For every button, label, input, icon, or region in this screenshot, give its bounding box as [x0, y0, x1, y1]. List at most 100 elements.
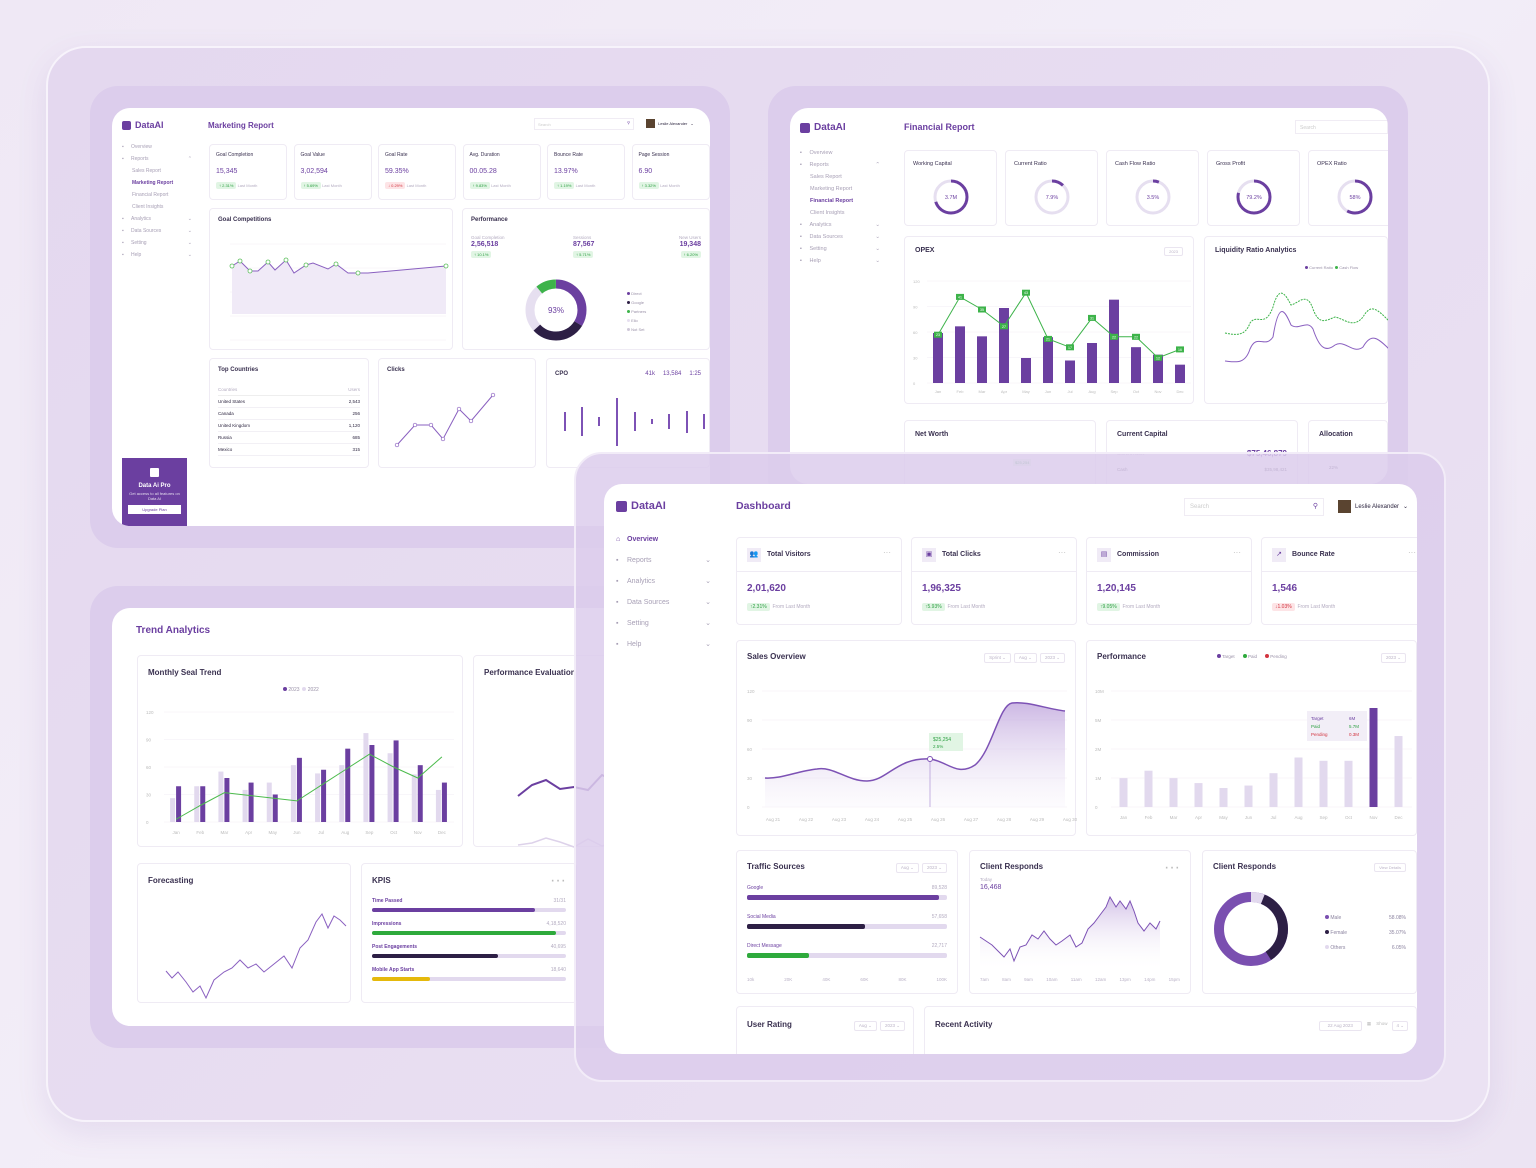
more-icon[interactable]: ···: [1408, 548, 1416, 557]
dashboard-window: DataAI ⌂ Overview ▪ Reports ⌄ ▪ Analytics ⌄ ▪ Dat…: [604, 484, 1417, 1054]
year-select[interactable]: 2023: [1164, 247, 1183, 256]
view-details-button[interactable]: View Details: [1374, 863, 1406, 872]
sidebar-item-setting[interactable]: ▪ Setting ⌄: [122, 240, 192, 246]
sidebar-item-reports[interactable]: ▪ Reports ⌄: [616, 556, 711, 565]
ring-kpi-card: OPEX Ratio 58%: [1308, 150, 1388, 226]
month-select[interactable]: Aug ⌄: [895, 863, 919, 873]
svg-text:Mar: Mar: [221, 830, 229, 835]
user-menu[interactable]: Leslie Alexander ⌄: [1338, 500, 1408, 513]
sidebar-item-data-sources[interactable]: ▪ Data Sources ⌄: [800, 234, 880, 240]
chevron-icon: ⌄: [875, 258, 880, 264]
user-menu[interactable]: Leslie Alexander ⌄: [646, 119, 694, 128]
ring-kpi-card: Gross Profit 79.2%: [1207, 150, 1300, 226]
sidebar-item-help[interactable]: ▪ Help ⌄: [616, 640, 711, 649]
sidebar-item-label: Help: [131, 252, 142, 258]
sidebar-item-label: Data Sources: [809, 234, 843, 240]
svg-text:Aug 27: Aug 27: [964, 817, 979, 822]
menu-icon: ▪: [800, 258, 802, 264]
performance-stat: New Users 19,348 ↑ 6.20%: [678, 235, 701, 258]
sidebar-item-financial-report[interactable]: Financial Report: [122, 192, 192, 198]
card-title: Goal Competitions: [218, 217, 272, 223]
recent-controls: 22 Aug 2023 ▦ Show 4 ⌄: [1318, 1021, 1408, 1031]
year-select[interactable]: 2023 ⌄: [879, 1021, 905, 1031]
sidebar-item-help[interactable]: ▪ Help ⌄: [800, 258, 880, 264]
svg-text:21: 21: [1046, 337, 1050, 341]
date-picker[interactable]: 22 Aug 2023: [1318, 1021, 1362, 1031]
chevron-icon: ⌃: [875, 162, 880, 168]
month-select[interactable]: Aug ⌄: [853, 1021, 877, 1031]
stat-change: ↑2.31% From Last Month: [747, 603, 810, 611]
legend-item: Male 58.08%: [1325, 911, 1406, 926]
sidebar-item-sales-report[interactable]: Sales Report: [800, 174, 880, 180]
sidebar-item-overview[interactable]: ▪ Overview: [800, 150, 880, 156]
sidebar-item-analytics[interactable]: ▪ Analytics ⌄: [122, 216, 192, 222]
page-title: Financial Report: [904, 122, 975, 132]
sidebar-item-reports[interactable]: ▪ Reports ⌃: [122, 156, 192, 162]
svg-text:$25,254: $25,254: [933, 737, 951, 743]
sidebar-item-overview[interactable]: ▪ Overview: [122, 144, 192, 150]
legend-item: Ello: [627, 316, 646, 325]
card-title: Traffic Sources: [747, 862, 805, 871]
card-title: Liquidity Ratio Analytics: [1215, 247, 1297, 254]
sidebar-item-data-sources[interactable]: ▪ Data Sources ⌄: [122, 228, 192, 234]
kpi-progress-item: Impressions 4,18,520: [372, 921, 566, 935]
sidebar-item-label: Marketing Report: [810, 186, 853, 192]
sidebar-item-data-sources[interactable]: ▪ Data Sources ⌄: [616, 598, 711, 607]
analytics-icon: ▪: [616, 577, 619, 585]
sidebar-item-help[interactable]: ▪ Help ⌄: [122, 252, 192, 258]
more-icon[interactable]: ···: [1233, 548, 1241, 557]
card-title: Performance Evaluation: [484, 668, 576, 677]
more-icon[interactable]: ···: [550, 872, 566, 889]
legend-item: Female 35.07%: [1325, 926, 1406, 941]
search-input[interactable]: Search ⚲: [1184, 498, 1324, 516]
svg-text:Aug 23: Aug 23: [832, 817, 847, 822]
avatar: [646, 119, 655, 128]
svg-text:3.7M: 3.7M: [945, 195, 958, 201]
sidebar-item-setting[interactable]: ▪ Setting ⌄: [616, 619, 711, 628]
svg-text:0: 0: [747, 805, 750, 810]
svg-text:Aug: Aug: [341, 830, 350, 835]
sidebar-item-analytics[interactable]: ▪ Analytics ⌄: [616, 577, 711, 586]
year-select[interactable]: 2023 ⌄: [1380, 653, 1406, 663]
svg-text:Aug 29: Aug 29: [1030, 817, 1045, 822]
sidebar-item-reports[interactable]: ▪ Reports ⌃: [800, 162, 880, 168]
calendar-icon[interactable]: ▦: [1366, 1021, 1372, 1026]
sidebar-item-setting[interactable]: ▪ Setting ⌄: [800, 246, 880, 252]
ring-kpi-card: Current Ratio 7.9%: [1005, 150, 1098, 226]
more-icon[interactable]: ···: [1164, 859, 1180, 876]
search-input[interactable]: Search: [1295, 120, 1388, 134]
sidebar-item-marketing-report[interactable]: Marketing Report: [122, 180, 192, 186]
svg-text:Oct: Oct: [1133, 389, 1140, 394]
svg-text:Apr: Apr: [1195, 815, 1203, 820]
marketing-performance-card: Performance Goal Completion 2,56,518 ↑ 10.…: [462, 208, 710, 350]
year-select[interactable]: 2023 ⌄: [1039, 653, 1065, 663]
sidebar-item-marketing-report[interactable]: Marketing Report: [800, 186, 880, 192]
search-input[interactable]: Search ⚲: [534, 118, 634, 130]
more-icon[interactable]: ···: [1058, 548, 1066, 557]
show-select[interactable]: 4 ⌄: [1392, 1021, 1408, 1031]
svg-text:31: 31: [1090, 316, 1094, 320]
svg-text:Target: Target: [1311, 716, 1324, 721]
svg-text:Dec: Dec: [1176, 389, 1183, 394]
rating-filters: Aug ⌄ 2023 ⌄: [853, 1021, 905, 1031]
sprint-select[interactable]: Sprint ⌄: [984, 653, 1011, 663]
upgrade-plan-button[interactable]: Upgrade Plan: [128, 505, 181, 514]
year-select[interactable]: 2023 ⌄: [921, 863, 947, 873]
performance-stat: Goal Completion 2,56,518 ↑ 10.1%: [471, 235, 505, 258]
sidebar-item-client-insights[interactable]: Client Insights: [800, 210, 880, 216]
svg-text:30: 30: [146, 793, 152, 798]
sidebar-item-client-insights[interactable]: Client Insights: [122, 204, 192, 210]
kpi-change: ↑ 9.83% Last Month: [469, 182, 511, 189]
svg-text:May: May: [1022, 389, 1030, 394]
promo-title: Data Ai Pro: [138, 483, 171, 489]
sidebar-item-analytics[interactable]: ▪ Analytics ⌄: [800, 222, 880, 228]
svg-text:Aug 28: Aug 28: [997, 817, 1012, 822]
svg-text:16: 16: [1178, 348, 1182, 352]
month-select[interactable]: Aug ⌄: [1013, 653, 1037, 663]
sidebar-item-overview[interactable]: ⌂ Overview: [616, 536, 711, 543]
page-title: Dashboard: [736, 500, 791, 512]
kpi-change: ↑ 5.69% Last Month: [300, 182, 342, 189]
sidebar-item-financial-report[interactable]: Financial Report: [800, 198, 880, 204]
more-icon[interactable]: ···: [883, 548, 891, 557]
sidebar-item-sales-report[interactable]: Sales Report: [122, 168, 192, 174]
